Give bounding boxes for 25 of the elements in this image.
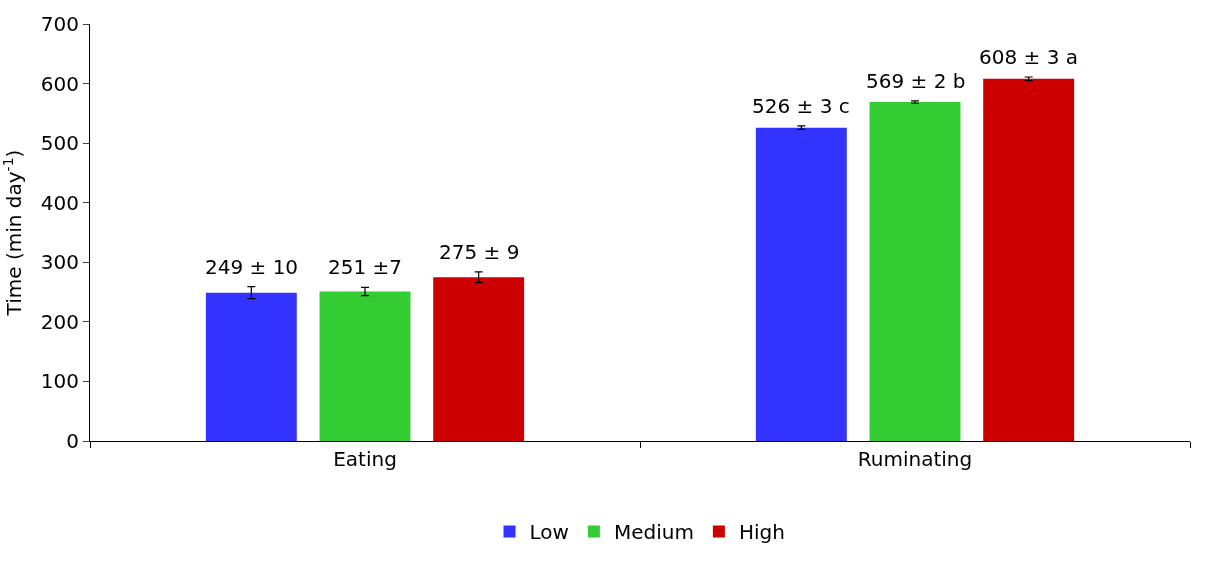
bar — [869, 102, 961, 441]
bar — [319, 291, 411, 441]
bar — [433, 277, 525, 441]
data-label: 526 ± 3 c — [752, 94, 850, 118]
bar — [205, 292, 297, 441]
y-tick-label: 300 — [40, 250, 79, 275]
bar — [983, 78, 1075, 441]
y-tick-label: 200 — [40, 309, 79, 334]
x-tick-label: Eating — [333, 447, 397, 471]
y-tick-label: 500 — [40, 131, 79, 156]
y-tick-label: 0 — [66, 429, 79, 453]
y-tick-label: 100 — [40, 369, 79, 394]
y-tick-label: 700 — [40, 12, 79, 36]
legend-label: Medium — [613, 520, 694, 545]
data-label: 569 ± 2 b — [866, 69, 966, 93]
legend-label: High — [738, 520, 785, 545]
bar — [755, 127, 847, 441]
data-label: 275 ± 9 — [439, 240, 520, 264]
data-label: 608 ± 3 a — [979, 45, 1078, 69]
y-tick-label: 400 — [40, 190, 79, 215]
data-label: 249 ± 10 — [205, 255, 299, 279]
y-tick-label: 600 — [40, 71, 79, 96]
x-tick-label: Ruminating — [857, 447, 973, 471]
legend-label: Low — [529, 520, 569, 545]
data-label: 251 ±7 — [328, 255, 403, 279]
